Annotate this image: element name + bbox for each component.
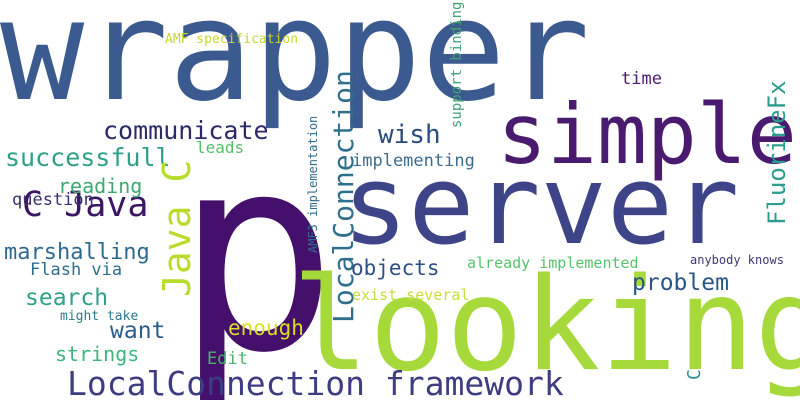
word-java-c: Java C	[155, 159, 199, 297]
word-support-binding: support binding	[449, 1, 465, 128]
word-strings: strings	[55, 342, 140, 366]
word-might-take: might take	[60, 309, 139, 324]
word-localconnection-framework: LocalConnection framework	[67, 364, 564, 400]
word-implementing: implementing	[352, 151, 475, 171]
word-question: question	[12, 190, 94, 210]
word-simple: simple	[497, 86, 797, 183]
word-search: search	[25, 285, 109, 311]
word-edit: Edit	[207, 349, 248, 369]
word-want: want	[110, 318, 166, 344]
word-successfull: successfull	[5, 143, 171, 172]
word-looking: looking	[292, 251, 800, 400]
word-fluorinefx: FluorineFx	[763, 80, 791, 226]
word-c-java: C Java	[22, 185, 149, 225]
word-c: C	[684, 369, 705, 380]
word-anybody-knows: anybody knows	[690, 253, 784, 267]
word-enough: enough	[228, 316, 304, 340]
word-p: p	[175, 97, 338, 400]
word-marshalling: marshalling	[4, 240, 150, 265]
word-communicate: communicate	[103, 116, 269, 145]
word-wrapper: wrapper	[0, 0, 591, 133]
word-already-implemented: already implemented	[467, 254, 639, 272]
word-time: time	[621, 69, 662, 89]
word-amf3-implementation: AMF3 implementation	[306, 115, 320, 253]
word-server: server	[342, 141, 740, 269]
word-exist-several: exist several	[352, 286, 470, 304]
word-leads: leads	[196, 138, 245, 157]
word-problem: problem	[632, 270, 729, 296]
word-wish: wish	[378, 120, 441, 150]
word-flash-via: Flash via	[30, 260, 123, 280]
word-objects: objects	[351, 256, 440, 280]
word-amf-specification: AMF specification	[165, 32, 299, 47]
word-reading: reading	[58, 174, 143, 198]
